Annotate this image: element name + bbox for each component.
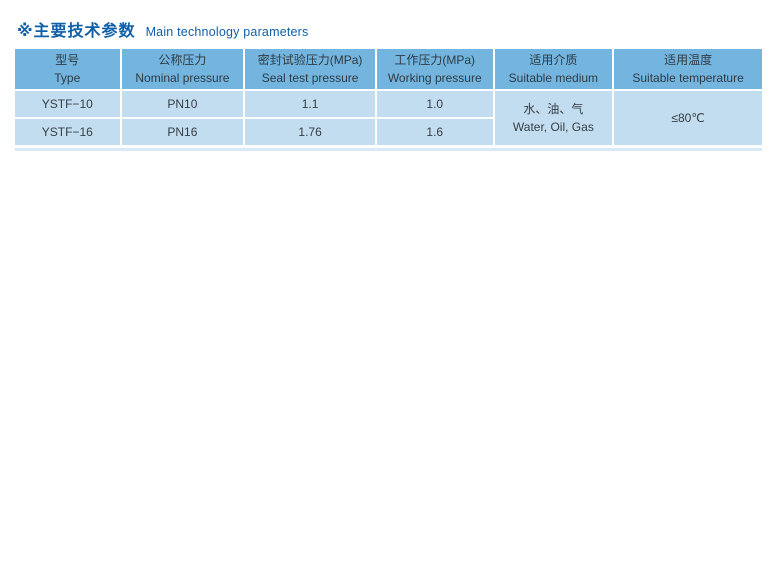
header-type-en: Type bbox=[54, 71, 81, 85]
header-temperature-cn: 适用温度 bbox=[664, 53, 713, 67]
title-chinese: ※主要技术参数 bbox=[17, 23, 136, 40]
cell-type: YSTF−10 bbox=[15, 91, 120, 117]
header-working-cn: 工作压力(MPa) bbox=[394, 53, 476, 67]
parameters-table: 型号 Type 公称压力 Nominal pressure 密封试验压力(MPa… bbox=[13, 47, 764, 147]
header-medium-cn: 适用介质 bbox=[529, 53, 578, 67]
header-cell-suitable-temperature: 适用温度 Suitable temperature bbox=[614, 49, 762, 89]
cell-working-pressure: 1.0 bbox=[376, 91, 493, 117]
header-cell-working-pressure: 工作压力(MPa) Working pressure bbox=[376, 49, 493, 89]
header-type-cn: 型号 bbox=[55, 53, 80, 67]
title-english: Main technology parameters bbox=[145, 25, 309, 39]
page-title: ※主要技术参数 Main technology parameters bbox=[17, 17, 308, 41]
suitable-medium-cn: 水、油、气 bbox=[523, 102, 584, 116]
header-seal-cn: 密封试验压力(MPa) bbox=[257, 53, 363, 67]
header-medium-en: Suitable medium bbox=[508, 71, 599, 85]
cell-suitable-temperature: ≤80℃ bbox=[614, 91, 762, 145]
header-cell-nominal-pressure: 公称压力 Nominal pressure bbox=[121, 49, 244, 89]
cell-type: YSTF−16 bbox=[15, 119, 120, 145]
suitable-medium-en: Water, Oil, Gas bbox=[512, 120, 594, 134]
header-nominal-en: Nominal pressure bbox=[135, 71, 230, 85]
header-working-en: Working pressure bbox=[387, 71, 482, 85]
table-header-row: 型号 Type 公称压力 Nominal pressure 密封试验压力(MPa… bbox=[15, 49, 762, 89]
header-seal-en: Seal test pressure bbox=[261, 71, 359, 85]
table-row: YSTF−10 PN10 1.1 1.0 水、油、气 Water, Oil, G… bbox=[15, 91, 762, 145]
cell-seal-test-pressure: 1.76 bbox=[245, 119, 375, 145]
header-nominal-cn: 公称压力 bbox=[158, 53, 207, 67]
cell-seal-test-pressure: 1.1 bbox=[245, 91, 375, 117]
cell-working-pressure: 1.6 bbox=[376, 119, 493, 145]
header-cell-suitable-medium: 适用介质 Suitable medium bbox=[494, 49, 613, 89]
cell-nominal-pressure: PN16 bbox=[121, 119, 244, 145]
header-temperature-en: Suitable temperature bbox=[632, 71, 744, 85]
cell-nominal-pressure: PN10 bbox=[121, 91, 244, 117]
table-bottom-edge bbox=[15, 148, 762, 151]
header-cell-type: 型号 Type bbox=[15, 49, 120, 89]
cell-suitable-medium: 水、油、气 Water, Oil, Gas bbox=[494, 91, 613, 145]
table-row: YSTF−16 PN16 1.76 1.6 bbox=[15, 119, 762, 145]
header-cell-seal-test-pressure: 密封试验压力(MPa) Seal test pressure bbox=[245, 49, 375, 89]
